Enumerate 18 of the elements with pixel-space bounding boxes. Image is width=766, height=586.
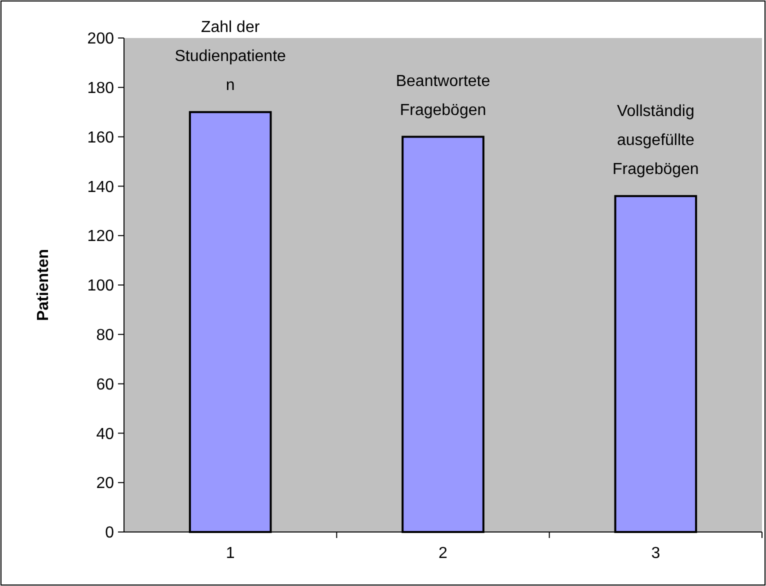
annotation: Zahl der Studienpatiente n	[174, 19, 286, 94]
y-tick-label: 100	[87, 278, 114, 295]
y-tick-label: 80	[96, 327, 114, 344]
y-tick-label: 0	[105, 524, 114, 542]
annotation: Beantwortete Fragebögen	[396, 72, 490, 119]
y-tick-label: 60	[96, 376, 114, 394]
y-axis-title: Patienten	[35, 248, 52, 322]
y-tick-label: 40	[96, 426, 114, 443]
y-tick-label: 200	[87, 30, 114, 48]
x-tick-label: 1	[226, 545, 235, 562]
y-tick-label: 120	[87, 228, 114, 246]
x-tick-label: 2	[438, 545, 448, 562]
y-tick-label: 20	[96, 475, 114, 492]
y-tick-label: 180	[87, 80, 114, 97]
x-tick-label: 3	[651, 545, 660, 562]
y-tick-label: 160	[87, 129, 114, 146]
annotation: Vollständig ausgefüllte Fragebögen	[612, 103, 699, 178]
y-tick-label: 140	[87, 178, 114, 196]
